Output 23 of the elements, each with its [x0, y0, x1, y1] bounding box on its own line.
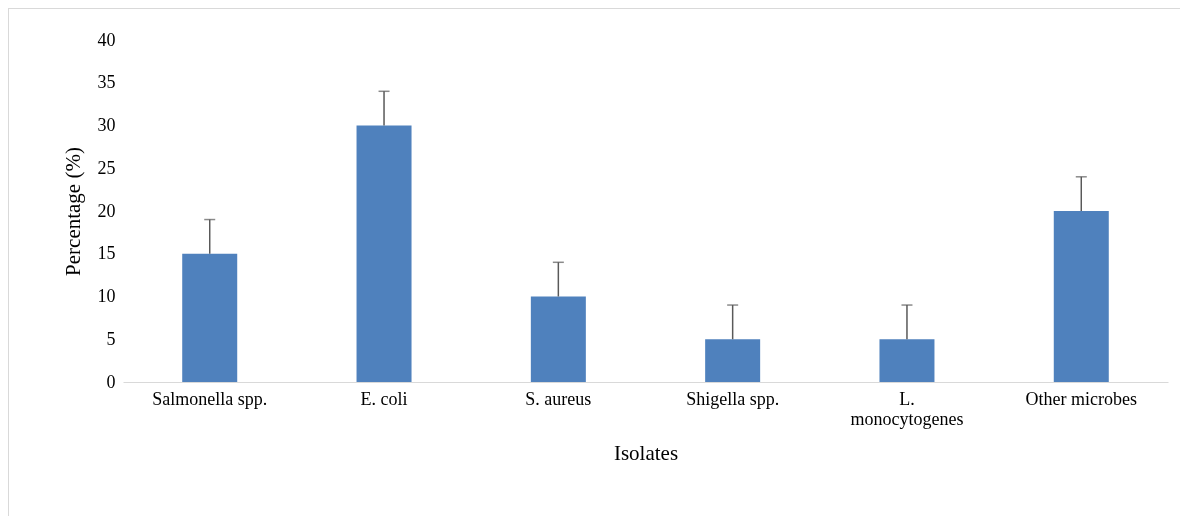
x-tick-label: S. aureus	[525, 388, 592, 409]
y-tick-label: 10	[97, 286, 116, 306]
y-tick-label: 40	[97, 29, 116, 50]
bar	[705, 339, 761, 382]
y-tick-label: 25	[97, 157, 116, 178]
y-tick-label: 0	[106, 371, 116, 392]
bar	[1053, 211, 1109, 382]
x-axis-title: Isolates	[613, 440, 679, 465]
y-tick-label: 30	[97, 115, 116, 135]
x-tick-label: Shigella spp.	[686, 388, 780, 409]
y-tick-label: 35	[97, 72, 116, 93]
y-tick-label: 20	[97, 200, 116, 221]
x-tick-label: Other microbes	[1025, 388, 1138, 409]
y-axis-title: Percentage (%)	[60, 147, 85, 276]
bar	[182, 253, 238, 382]
bar	[879, 339, 935, 382]
x-tick-label: L. monocytogenes	[850, 388, 964, 429]
x-tick-label: Salmonella spp.	[152, 388, 268, 409]
bar	[356, 125, 412, 382]
x-tick-label: E. coli	[360, 388, 408, 409]
y-tick-label: 5	[106, 328, 116, 349]
y-tick-label: 15	[97, 243, 116, 264]
bar	[530, 296, 586, 382]
